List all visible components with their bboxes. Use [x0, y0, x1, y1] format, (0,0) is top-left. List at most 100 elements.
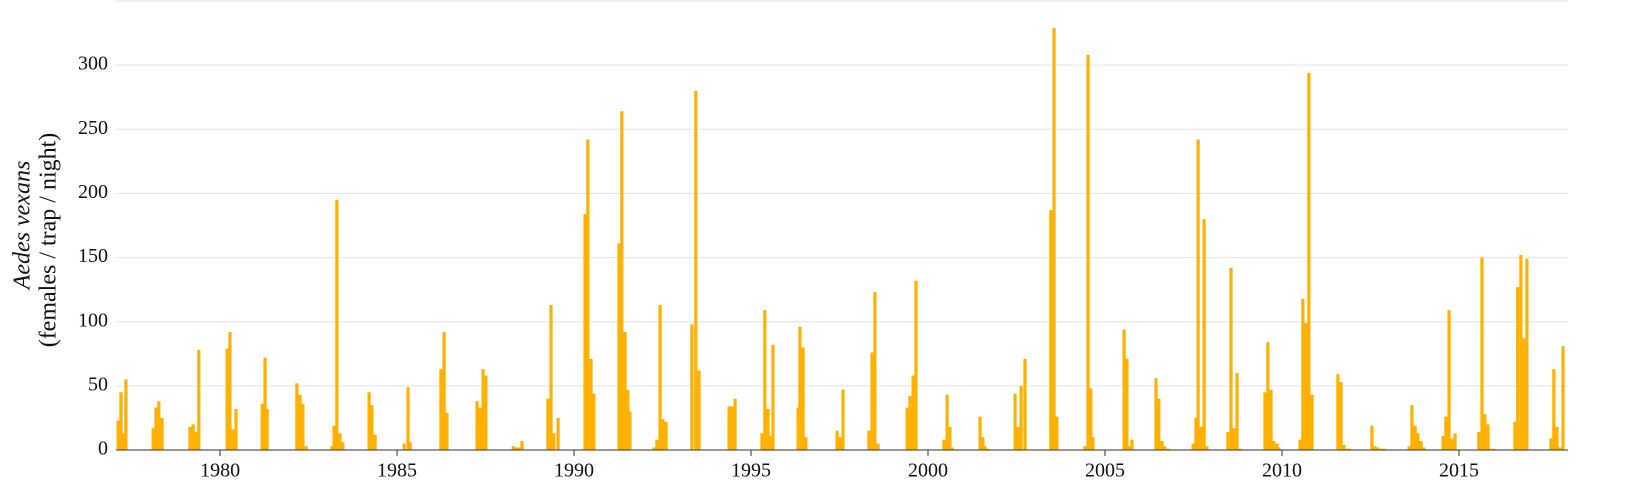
- y-tick-label: 150: [78, 245, 108, 267]
- bar: [341, 442, 345, 450]
- bar: [796, 407, 800, 450]
- bar: [332, 425, 336, 450]
- x-tick-label: 1995: [731, 460, 771, 482]
- bar: [1235, 373, 1239, 450]
- bar: [760, 433, 764, 450]
- bar: [1154, 378, 1158, 450]
- bar: [628, 411, 632, 450]
- bar: [556, 417, 560, 450]
- bar: [442, 331, 446, 450]
- bar: [188, 426, 192, 450]
- bar: [225, 348, 229, 450]
- bar: [950, 447, 954, 450]
- bar: [408, 442, 412, 450]
- bar: [697, 370, 701, 450]
- bar: [798, 326, 802, 450]
- bar: [1013, 393, 1017, 450]
- bar: [1379, 448, 1383, 450]
- bar: [1416, 433, 1420, 450]
- bar: [1336, 374, 1340, 450]
- bar: [1196, 139, 1200, 450]
- bar: [1342, 444, 1346, 450]
- bar: [445, 412, 449, 450]
- bar: [1194, 417, 1198, 450]
- bar: [655, 439, 659, 450]
- bar: [766, 408, 770, 450]
- bar: [1480, 257, 1484, 450]
- bar: [1339, 382, 1343, 450]
- x-tick-label: 2005: [1085, 460, 1125, 482]
- bar: [1199, 426, 1203, 450]
- bar: [301, 403, 305, 450]
- bar: [514, 447, 518, 450]
- bar: [1483, 414, 1487, 450]
- x-tick-label: 1990: [554, 460, 594, 482]
- bar: [265, 408, 269, 450]
- bar: [1019, 385, 1023, 450]
- bar: [730, 406, 734, 450]
- bar: [876, 443, 880, 450]
- bar: [867, 430, 871, 450]
- bar: [1160, 441, 1164, 450]
- bar: [1489, 448, 1493, 450]
- bar: [1477, 432, 1481, 450]
- bar: [771, 344, 775, 450]
- bar: [626, 389, 630, 450]
- bar: [549, 305, 553, 450]
- bar: [914, 280, 918, 450]
- bar: [116, 420, 120, 450]
- bar: [1269, 389, 1273, 450]
- bar: [804, 437, 808, 450]
- bar: [1447, 310, 1451, 450]
- bar: [160, 417, 164, 450]
- bar: [520, 441, 524, 450]
- bar: [338, 433, 342, 450]
- bar: [583, 213, 587, 450]
- x-tick-label: 2000: [908, 460, 948, 482]
- bar: [1301, 298, 1305, 450]
- bar: [481, 369, 485, 450]
- bar: [1516, 287, 1520, 450]
- bar: [1055, 416, 1059, 450]
- bar: [304, 446, 308, 450]
- bar: [1083, 446, 1087, 450]
- bar: [1444, 416, 1448, 450]
- bar: [1052, 27, 1056, 450]
- bar: [1049, 210, 1053, 450]
- bar: [511, 446, 515, 450]
- bar: [801, 347, 805, 450]
- bar: [119, 392, 123, 450]
- bar: [1157, 398, 1161, 450]
- bar: [1166, 448, 1170, 450]
- bar: [1023, 358, 1027, 450]
- bar: [1272, 441, 1276, 450]
- bar: [194, 432, 198, 450]
- bar: [1519, 255, 1523, 450]
- bar: [231, 429, 235, 450]
- x-tick-label: 1980: [200, 460, 240, 482]
- bar: [1298, 439, 1302, 450]
- y-axis-label: Aedes vexans: [10, 161, 36, 292]
- bar: [1125, 358, 1129, 450]
- bar: [1549, 438, 1553, 450]
- x-tick-label: 2010: [1262, 460, 1302, 482]
- bar: [1307, 72, 1311, 450]
- y-tick-label: 250: [78, 117, 108, 139]
- bar: [841, 389, 845, 450]
- bar: [1205, 446, 1209, 450]
- bar: [1376, 447, 1380, 450]
- bar: [658, 305, 662, 450]
- y-tick-label: 200: [78, 181, 108, 203]
- bar: [1555, 426, 1559, 450]
- bar: [370, 405, 374, 450]
- bar: [1561, 346, 1565, 450]
- bar: [694, 90, 698, 451]
- bar: [1419, 441, 1423, 450]
- bar: [652, 447, 656, 450]
- bar: [948, 426, 952, 450]
- bar: [1229, 267, 1233, 450]
- bar: [1407, 446, 1411, 450]
- bar: [484, 375, 488, 450]
- y-axis-label: (females / trap / night): [36, 133, 62, 348]
